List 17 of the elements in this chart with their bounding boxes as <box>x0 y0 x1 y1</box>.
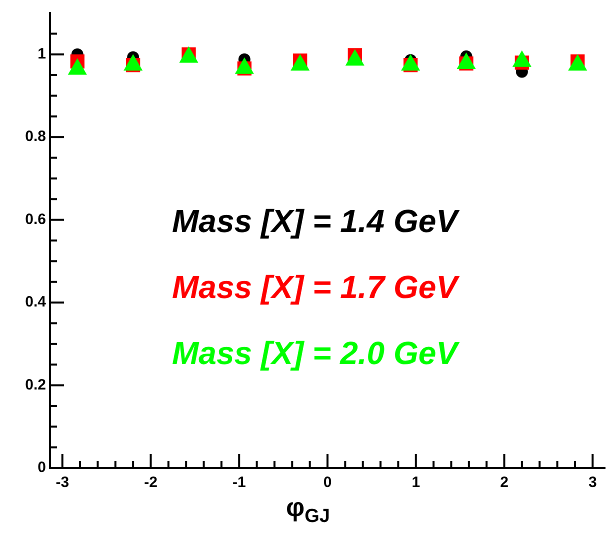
y-tick-label: 0.4 <box>25 294 47 311</box>
y-tick-label: 0.2 <box>25 376 46 394</box>
x-tick-label: 2 <box>500 474 508 492</box>
x-tick-label: 1 <box>412 474 420 492</box>
text: Mass [X] = 2.0 GeV <box>172 334 458 373</box>
y-tick-label: 0 <box>38 459 46 476</box>
text: Mass [X] = 1.7 GeV <box>172 268 458 307</box>
x-tick-label: -3 <box>56 474 70 492</box>
x-tick-label: 0 <box>323 474 332 492</box>
x-axis-title: φ$_{GJ}$ <box>285 492 331 528</box>
y-tick-label: 1 <box>38 46 46 63</box>
y-tick-label: 0.6 <box>25 210 46 228</box>
text: Mass [X] = 1.4 GeV <box>172 202 458 241</box>
y-tick-label: 0.8 <box>25 128 46 146</box>
x-tick-label: -2 <box>144 474 158 492</box>
x-tick-label: 3 <box>588 474 597 492</box>
x-tick-label: -1 <box>232 474 246 492</box>
